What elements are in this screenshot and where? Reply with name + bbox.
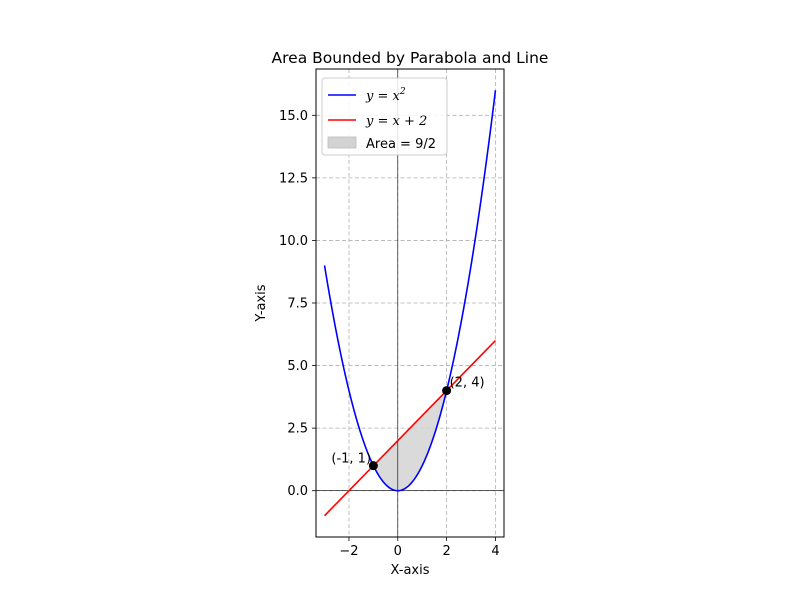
intersection-point xyxy=(442,386,452,396)
x-tick-label: 4 xyxy=(491,544,499,559)
intersection-point xyxy=(368,461,378,471)
series-line-straight xyxy=(323,339,497,517)
x-tick-label: −2 xyxy=(339,544,358,559)
point-label: (-1, 1) xyxy=(331,452,371,467)
y-tick-label: 0.0 xyxy=(287,484,308,499)
x-tick-label: 2 xyxy=(442,544,450,559)
series-line-parabola xyxy=(323,90,497,492)
legend-label-superscript: 2 xyxy=(399,87,406,97)
point-label: (2, 4) xyxy=(450,376,485,391)
legend-label: y = x2 xyxy=(365,87,406,104)
legend-label-main: y = x xyxy=(365,89,401,104)
y-tick-label: 12.5 xyxy=(279,171,308,186)
y-tick-label: 10.0 xyxy=(279,234,308,249)
y-tick-label: 15.0 xyxy=(279,109,308,124)
fill-layer xyxy=(373,389,448,492)
ticks-layer: −2 0 2 4 0.0 2.5 5.0 7.5 10.0 12.5 15.0 xyxy=(279,109,500,559)
legend-label-area: Area = 9/2 xyxy=(366,137,436,152)
legend-label-main: y = x + 2 xyxy=(365,114,427,129)
filled-area xyxy=(373,389,448,492)
legend: y = x2 y = x + 2 Area = 9/2 xyxy=(321,77,448,156)
legend-swatch-area xyxy=(327,136,357,149)
legend-box xyxy=(321,77,448,156)
chart-title: Area Bounded by Parabola and Line xyxy=(272,49,549,67)
y-tick-label: 5.0 xyxy=(287,359,308,374)
x-axis-title: X-axis xyxy=(391,563,430,578)
y-axis-title: Y-axis xyxy=(254,284,269,322)
legend-label: y = x + 2 xyxy=(365,114,427,129)
x-tick-label: 0 xyxy=(394,544,402,559)
points-layer: (-1, 1) (2, 4) xyxy=(331,376,485,471)
y-tick-label: 7.5 xyxy=(287,297,308,312)
series-layer xyxy=(323,90,497,517)
y-tick-label: 2.5 xyxy=(287,422,308,437)
